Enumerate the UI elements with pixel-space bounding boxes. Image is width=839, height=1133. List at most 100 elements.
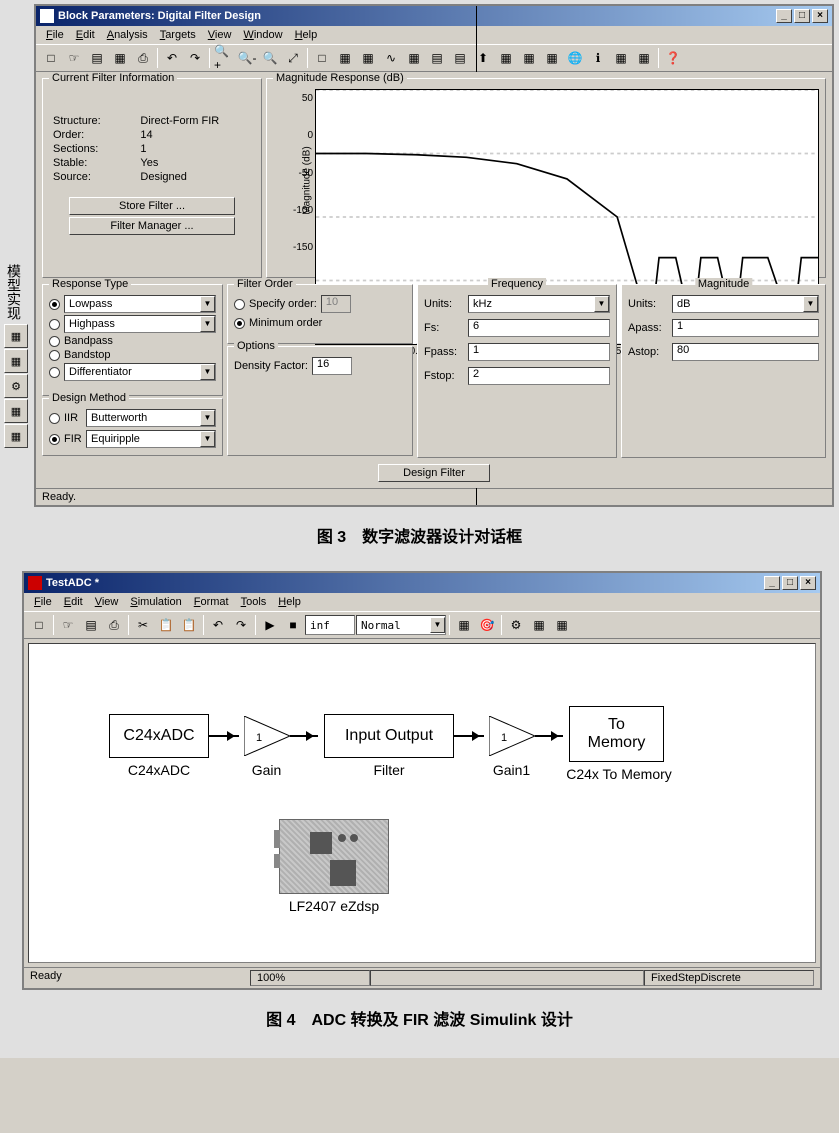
resptype-combo[interactable]: Lowpass▼ (64, 295, 216, 313)
toolbar-button[interactable]: □ (311, 47, 333, 69)
palette-btn[interactable]: ▦ (4, 399, 28, 423)
fir-radio[interactable] (49, 434, 60, 445)
toolbar-button[interactable]: ▦ (633, 47, 655, 69)
toolbar-button[interactable]: ▤ (449, 47, 471, 69)
palette-btn[interactable]: ▦ (4, 424, 28, 448)
specify-order-radio[interactable] (234, 299, 245, 310)
menu-file[interactable]: File (28, 594, 58, 610)
toolbar-button[interactable]: ▦ (610, 47, 632, 69)
toolbar-button[interactable]: □ (28, 614, 50, 636)
toolbar-button[interactable]: ☞ (63, 47, 85, 69)
toolbar-button[interactable]: ▤ (80, 614, 102, 636)
astop-input[interactable]: 80 (672, 343, 819, 361)
menu-view[interactable]: View (202, 27, 238, 43)
toolbar-button[interactable]: ▤ (86, 47, 108, 69)
menu-view[interactable]: View (89, 594, 125, 610)
toolbar-button[interactable]: 🔍+ (213, 47, 235, 69)
toolbar-button[interactable]: 📋 (178, 614, 200, 636)
resptype-combo[interactable]: Highpass▼ (64, 315, 216, 333)
design-filter-button[interactable]: Design Filter (378, 464, 490, 482)
toolbar-button[interactable]: ▦ (109, 47, 131, 69)
resptype-radio[interactable] (49, 367, 60, 378)
minimize-button[interactable]: _ (764, 576, 780, 590)
menu-simulation[interactable]: Simulation (124, 594, 187, 610)
close-button[interactable]: × (812, 9, 828, 23)
toolbar-button[interactable]: ⚙ (505, 614, 527, 636)
minimize-button[interactable]: _ (776, 9, 792, 23)
gain-block[interactable]: 1 (244, 716, 290, 756)
resptype-radio[interactable] (49, 336, 60, 347)
toolbar-button[interactable]: □ (40, 47, 62, 69)
mag-units-combo[interactable]: dB▼ (672, 295, 819, 313)
toolbar-button[interactable]: ⎙ (132, 47, 154, 69)
model-canvas[interactable]: C24xADC C24xADC 1 Gain Input Output Filt… (28, 643, 816, 963)
menu-file[interactable]: File (40, 27, 70, 43)
freq-units-combo[interactable]: kHz▼ (468, 295, 610, 313)
maximize-button[interactable]: □ (794, 9, 810, 23)
menu-edit[interactable]: Edit (70, 27, 101, 43)
iir-radio[interactable] (49, 413, 60, 424)
toolbar-button[interactable]: ▦ (518, 47, 540, 69)
toolbar-button[interactable]: ℹ (587, 47, 609, 69)
fpass-input[interactable]: 1 (468, 343, 610, 361)
menu-targets[interactable]: Targets (154, 27, 202, 43)
fstop-input[interactable]: 2 (468, 367, 610, 385)
toolbar-button[interactable]: ⎙ (103, 614, 125, 636)
filter-manager-button[interactable]: Filter Manager ... (69, 217, 235, 235)
toolbar-button[interactable]: ▦ (551, 614, 573, 636)
mode-combo[interactable]: Normal▼ (356, 615, 446, 635)
apass-input[interactable]: 1 (672, 319, 819, 337)
toolbar-button[interactable]: ▤ (426, 47, 448, 69)
resptype-combo[interactable]: Differentiator▼ (64, 363, 216, 381)
palette-btn[interactable]: ▦ (4, 324, 28, 348)
palette-btn[interactable]: ⚙ (4, 374, 28, 398)
toolbar-button[interactable]: 🔍- (236, 47, 258, 69)
toolbar-button[interactable]: ▦ (334, 47, 356, 69)
menu-edit[interactable]: Edit (58, 594, 89, 610)
adc-block[interactable]: C24xADC (109, 714, 209, 758)
toolbar-button[interactable]: 📋 (155, 614, 177, 636)
toolbar-button[interactable]: ■ (282, 614, 304, 636)
toolbar-button[interactable]: ⤢ (282, 47, 304, 69)
store-filter-button[interactable]: Store Filter ... (69, 197, 235, 215)
toolbar-button[interactable]: ▦ (453, 614, 475, 636)
minimum-order-radio[interactable] (234, 318, 245, 329)
toolbar-button[interactable]: ▦ (541, 47, 563, 69)
maximize-button[interactable]: □ (782, 576, 798, 590)
toolbar-button[interactable]: 🎯 (476, 614, 498, 636)
palette-btn[interactable]: ▦ (4, 349, 28, 373)
toolbar-button[interactable]: ↷ (230, 614, 252, 636)
resptype-radio[interactable] (49, 350, 60, 361)
density-input[interactable]: 16 (312, 357, 352, 375)
toolbar-button[interactable]: ▦ (357, 47, 379, 69)
menu-format[interactable]: Format (188, 594, 235, 610)
menu-tools[interactable]: Tools (235, 594, 273, 610)
toolbar-button[interactable]: ↶ (161, 47, 183, 69)
menu-window[interactable]: Window (237, 27, 288, 43)
resptype-radio[interactable] (49, 299, 60, 310)
fir-combo[interactable]: Equiripple▼ (86, 430, 216, 448)
toolbar-button[interactable]: ▶ (259, 614, 281, 636)
resptype-radio[interactable] (49, 319, 60, 330)
filter-block[interactable]: Input Output (324, 714, 454, 758)
stoptime-input[interactable] (305, 615, 355, 635)
close-button[interactable]: × (800, 576, 816, 590)
toolbar-button[interactable]: ☞ (57, 614, 79, 636)
gain1-block[interactable]: 1 (489, 716, 535, 756)
menu-analysis[interactable]: Analysis (101, 27, 154, 43)
fs-input[interactable]: 6 (468, 319, 610, 337)
toolbar-button[interactable]: ❓ (662, 47, 684, 69)
iir-combo[interactable]: Butterworth▼ (86, 409, 216, 427)
toolbar-button[interactable]: 🔍 (259, 47, 281, 69)
toolbar-button[interactable]: ▦ (495, 47, 517, 69)
tomemory-block[interactable]: ToMemory (569, 706, 664, 762)
toolbar-button[interactable]: ▦ (528, 614, 550, 636)
toolbar-button[interactable]: ↶ (207, 614, 229, 636)
menu-help[interactable]: Help (289, 27, 324, 43)
toolbar-button[interactable]: ∿ (380, 47, 402, 69)
toolbar-button[interactable]: ↷ (184, 47, 206, 69)
toolbar-button[interactable]: 🌐 (564, 47, 586, 69)
menu-help[interactable]: Help (272, 594, 307, 610)
target-board-block[interactable] (279, 819, 389, 894)
toolbar-button[interactable]: ✂ (132, 614, 154, 636)
